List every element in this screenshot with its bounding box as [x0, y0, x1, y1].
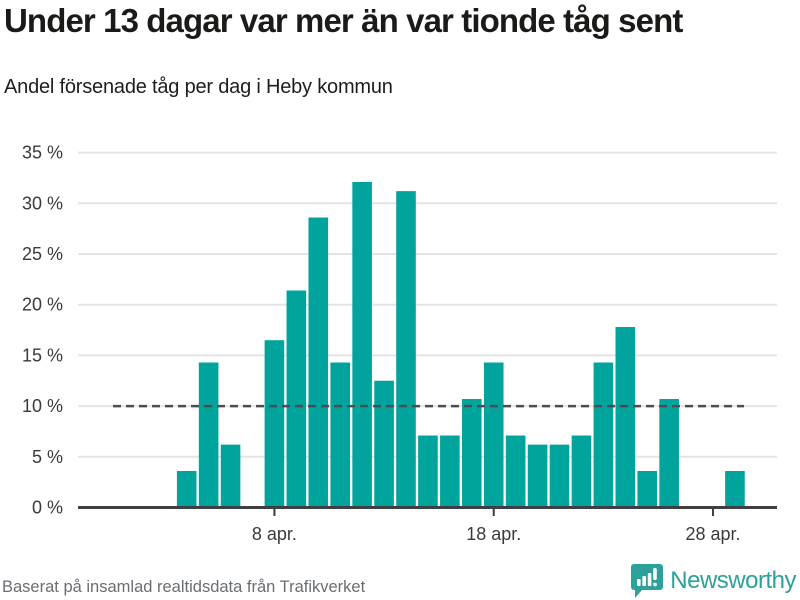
y-tick-label: 10 %: [22, 396, 63, 416]
bar: [374, 380, 394, 509]
bar: [330, 362, 351, 509]
y-tick-label: 20 %: [22, 295, 63, 315]
x-tick-label: 18 apr.: [466, 524, 521, 544]
logo-wordmark: Newsworthy: [670, 567, 796, 594]
bar: [659, 399, 679, 509]
bar: [549, 444, 570, 509]
bar: [198, 362, 219, 509]
chart-subtitle: Andel försenade tåg per dag i Heby kommu…: [4, 76, 393, 98]
bar: [725, 470, 745, 509]
bar: [286, 290, 307, 509]
bar: [352, 182, 372, 510]
bar: [505, 435, 526, 509]
bar: [418, 435, 438, 509]
bar: [593, 362, 614, 509]
speech-bubble-bar-chart-icon: [631, 564, 664, 598]
y-tick-label: 30 %: [22, 193, 63, 213]
bar: [220, 444, 241, 509]
bar: [527, 444, 548, 509]
source-note: Baserat på insamlad realtidsdata från Tr…: [2, 578, 366, 596]
y-tick-label: 15 %: [22, 345, 63, 365]
newsworthy-logo: Newsworthy: [630, 563, 796, 599]
bar: [440, 435, 460, 509]
y-tick-label: 5 %: [32, 447, 63, 467]
y-tick-label: 35 %: [22, 143, 63, 163]
y-tick-label: 0 %: [32, 498, 63, 518]
x-tick-label: 8 apr.: [252, 524, 297, 544]
bar: [396, 191, 416, 509]
y-tick-label: 25 %: [22, 244, 63, 264]
bar: [176, 470, 197, 509]
x-tick-label: 28 apr.: [685, 524, 740, 544]
bar: [264, 340, 285, 509]
bar: [637, 470, 658, 509]
bar: [483, 362, 504, 509]
bar: [615, 327, 636, 509]
bar: [308, 217, 329, 509]
chart-title: Under 13 dagar var mer än var tionde tåg…: [4, 2, 683, 39]
bar: [571, 435, 592, 509]
bar: [461, 399, 482, 509]
